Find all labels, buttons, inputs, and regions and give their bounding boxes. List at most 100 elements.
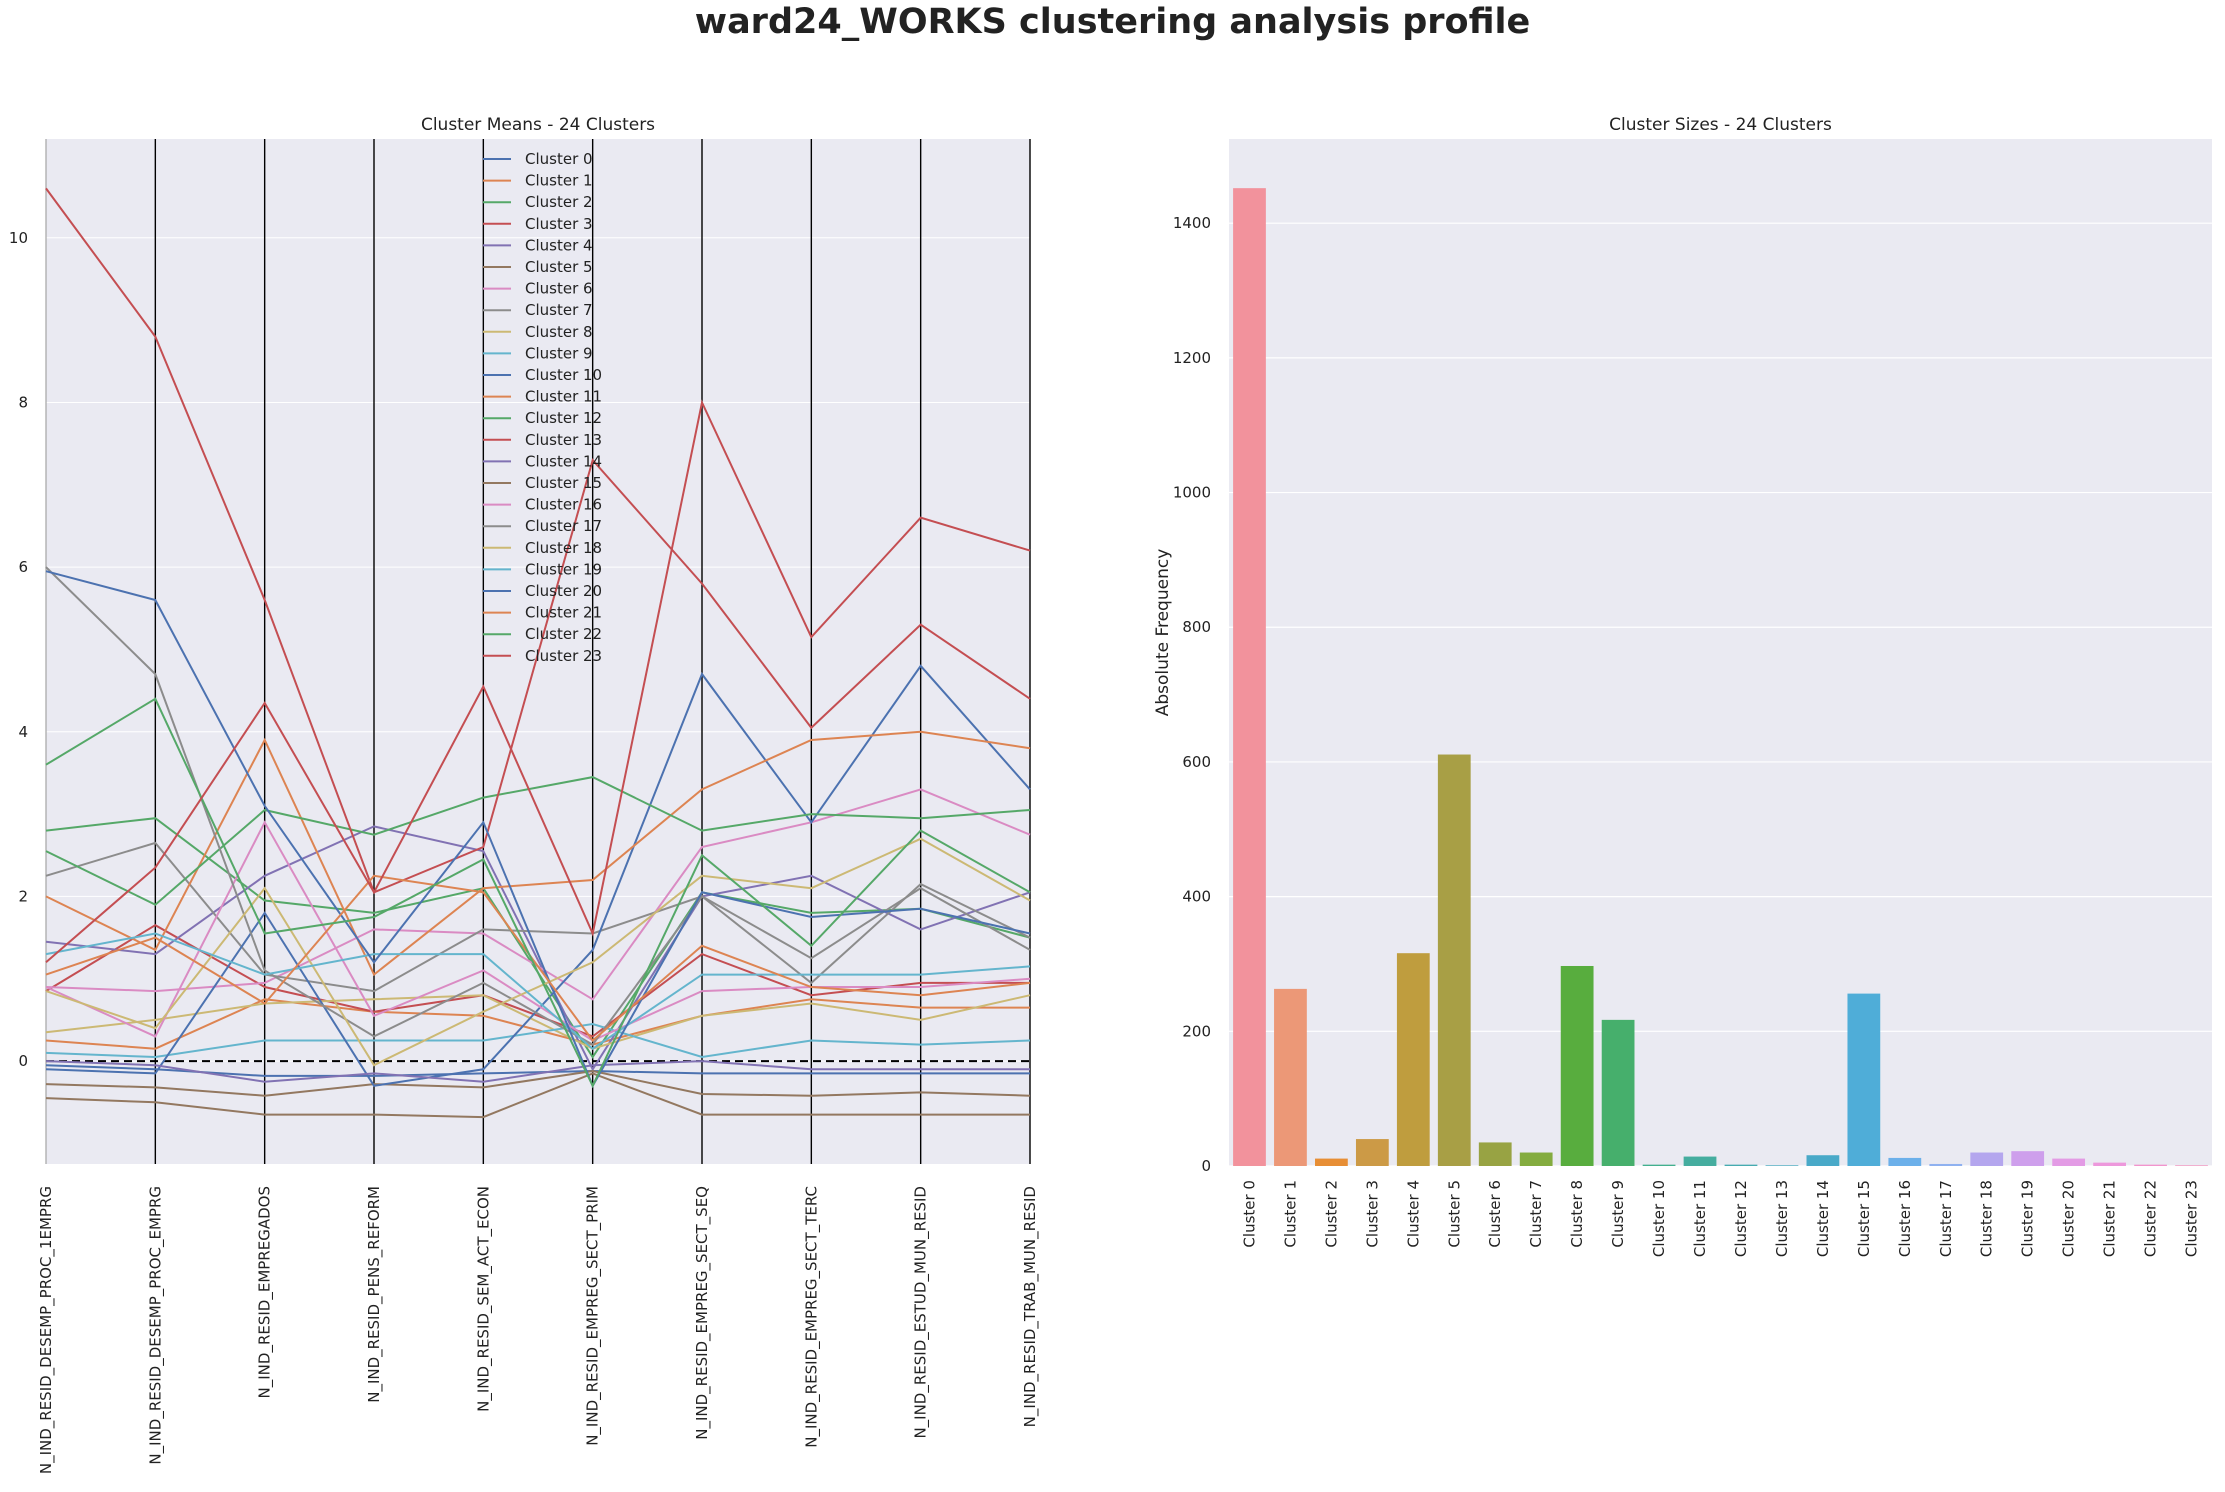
sizes-x-tick-label: Cluster 21 <box>2101 1180 2119 1257</box>
means-chart-title: Cluster Means - 24 Clusters <box>421 115 655 135</box>
sizes-x-tick-label: Cluster 13 <box>1773 1180 1791 1257</box>
bar-cluster-2 <box>1315 1158 1348 1166</box>
means-x-tick-label: N_IND_RESID_EMPREG_SECT_SEQ <box>693 1186 712 1440</box>
means-x-tick-label: N_IND_RESID_EMPREG_SECT_TERC <box>802 1186 821 1448</box>
bar-cluster-5 <box>1437 754 1471 1166</box>
bar-cluster-7 <box>1519 1152 1553 1166</box>
means-x-tick-label: N_IND_RESID_DESEMP_PROC_EMPRG <box>146 1186 165 1465</box>
bar-cluster-8 <box>1560 965 1594 1166</box>
sizes-x-tick-label: Cluster 3 <box>1363 1180 1381 1248</box>
sizes-x-tick-label: Cluster 4 <box>1404 1180 1422 1248</box>
sizes-x-tick-label: Cluster 5 <box>1445 1180 1463 1248</box>
legend-entry: Cluster 2 <box>525 193 593 211</box>
sizes-x-tick-label: Cluster 14 <box>1814 1180 1832 1257</box>
bar-cluster-18 <box>1970 1152 2004 1166</box>
sizes-x-tick-label: Cluster 18 <box>1978 1180 1996 1257</box>
series-line-cluster-5 <box>45 1069 1031 1097</box>
means-y-tick-label: 6 <box>18 558 28 576</box>
bar-cluster-22 <box>2134 1164 2167 1166</box>
bar-cluster-19 <box>2011 1151 2045 1166</box>
bar-cluster-6 <box>1478 1142 1512 1166</box>
series-line-cluster-9 <box>45 1022 1031 1059</box>
means-x-tick-label: N_IND_RESID_TRAB_MUN_RESID <box>1021 1186 1040 1427</box>
series-line-cluster-23 <box>45 399 1031 964</box>
legend-entry: Cluster 9 <box>525 344 593 362</box>
sizes-y-tick-label: 0 <box>1201 1157 1211 1175</box>
means-y-ticks: 0 2 4 6 8 10 <box>9 229 28 1070</box>
sizes-x-tick-label: Cluster 19 <box>2019 1180 2037 1257</box>
sizes-y-tick-label: 1000 <box>1173 484 1211 502</box>
sizes-x-tick-label: Cluster 15 <box>1855 1180 1873 1257</box>
series-line-cluster-13 <box>45 187 1031 894</box>
means-x-tick-label: N_IND_RESID_ESTUD_MUN_RESID <box>912 1186 931 1439</box>
means-y-tick-label: 8 <box>18 393 28 411</box>
sizes-bars <box>1233 188 2208 1166</box>
means-x-tick-label: N_IND_RESID_PENS_REFORM <box>365 1186 384 1403</box>
sizes-x-tick-label: Cluster 9 <box>1609 1180 1627 1248</box>
bar-cluster-14 <box>1806 1155 1840 1166</box>
sizes-plot-area <box>1229 139 2212 1166</box>
legend-entry: Cluster 10 <box>525 366 602 384</box>
series-line-cluster-11 <box>45 730 1031 977</box>
legend-entry: Cluster 14 <box>525 452 602 470</box>
bar-cluster-17 <box>1929 1163 1963 1166</box>
means-axis-lines <box>45 139 1031 1164</box>
means-x-tick-label: N_IND_RESID_DESEMP_PROC_1EMPRG <box>37 1186 56 1474</box>
legend-entry: Cluster 15 <box>525 474 602 492</box>
legend-entry: Cluster 20 <box>525 582 602 600</box>
sizes-x-tick-label: Cluster 17 <box>1937 1180 1955 1257</box>
bar-cluster-3 <box>1355 1139 1389 1166</box>
series-line-cluster-8 <box>45 994 1031 1050</box>
series-line-cluster-21 <box>45 874 1031 1042</box>
means-x-ticks: N_IND_RESID_DESEMP_PROC_1EMPRG N_IND_RESI… <box>37 1186 1040 1474</box>
sizes-y-tick-label: 600 <box>1182 753 1211 771</box>
series-line-cluster-4 <box>45 825 1031 1072</box>
legend-entry: Cluster 8 <box>525 323 593 341</box>
sizes-x-tick-label: Cluster 6 <box>1486 1180 1504 1248</box>
sizes-x-tick-label: Cluster 2 <box>1322 1180 1340 1248</box>
means-x-tick-label: N_IND_RESID_SEM_ACT_ECON <box>474 1186 493 1412</box>
series-line-cluster-10 <box>45 664 1031 1087</box>
sizes-y-ticks: 0 200 400 600 800 1000 1200 1400 <box>1173 214 1211 1175</box>
legend-entry: Cluster 22 <box>525 625 602 643</box>
bar-cluster-23 <box>2175 1165 2208 1166</box>
bar-cluster-11 <box>1683 1156 1717 1166</box>
sizes-x-tick-label: Cluster 20 <box>2060 1180 2078 1257</box>
sizes-y-tick-label: 400 <box>1182 888 1211 906</box>
bar-cluster-1 <box>1274 988 1307 1166</box>
sizes-y-tick-label: 200 <box>1182 1022 1211 1040</box>
legend-entry: Cluster 16 <box>525 496 602 514</box>
means-y-tick-label: 4 <box>18 723 28 741</box>
sizes-x-tick-label: Cluster 1 <box>1281 1180 1299 1248</box>
legend-entry: Cluster 21 <box>525 604 602 622</box>
sizes-x-tick-label: Cluster 16 <box>1896 1180 1914 1257</box>
series-line-cluster-16 <box>45 820 1031 1042</box>
series-line-cluster-20 <box>45 570 1031 1089</box>
series-line-cluster-12 <box>45 776 1031 906</box>
means-series-lines <box>45 187 1031 1119</box>
means-legend: Cluster 0 Cluster 1 Cluster 2 Cluster 3 Clus… <box>483 150 602 665</box>
bar-cluster-20 <box>2052 1158 2086 1166</box>
bar-cluster-16 <box>1888 1157 1922 1166</box>
series-line-cluster-14 <box>45 1060 1030 1083</box>
bar-cluster-4 <box>1396 953 1430 1166</box>
series-line-cluster-1 <box>45 998 1030 1050</box>
means-y-tick-label: 0 <box>18 1052 28 1070</box>
legend-entry: Cluster 12 <box>525 409 602 427</box>
legend-entry: Cluster 3 <box>525 215 593 233</box>
bar-cluster-13 <box>1765 1165 1799 1166</box>
series-line-cluster-19 <box>45 932 1031 1050</box>
means-y-tick-label: 10 <box>9 229 28 247</box>
series-line-cluster-7 <box>45 841 1031 993</box>
legend-entry: Cluster 5 <box>525 258 593 276</box>
legend-entry: Cluster 17 <box>525 517 602 535</box>
series-line-cluster-18 <box>45 837 1031 1067</box>
legend-entry: Cluster 0 <box>525 150 593 168</box>
sizes-y-tick-label: 1400 <box>1173 214 1211 232</box>
sizes-x-tick-label: Cluster 11 <box>1691 1180 1709 1257</box>
sizes-y-tick-label: 1200 <box>1173 349 1211 367</box>
legend-entry: Cluster 23 <box>525 647 602 665</box>
sizes-chart-title: Cluster Sizes - 24 Clusters <box>1609 115 1832 135</box>
legend-entry: Cluster 13 <box>525 431 602 449</box>
legend-entry: Cluster 18 <box>525 539 602 557</box>
